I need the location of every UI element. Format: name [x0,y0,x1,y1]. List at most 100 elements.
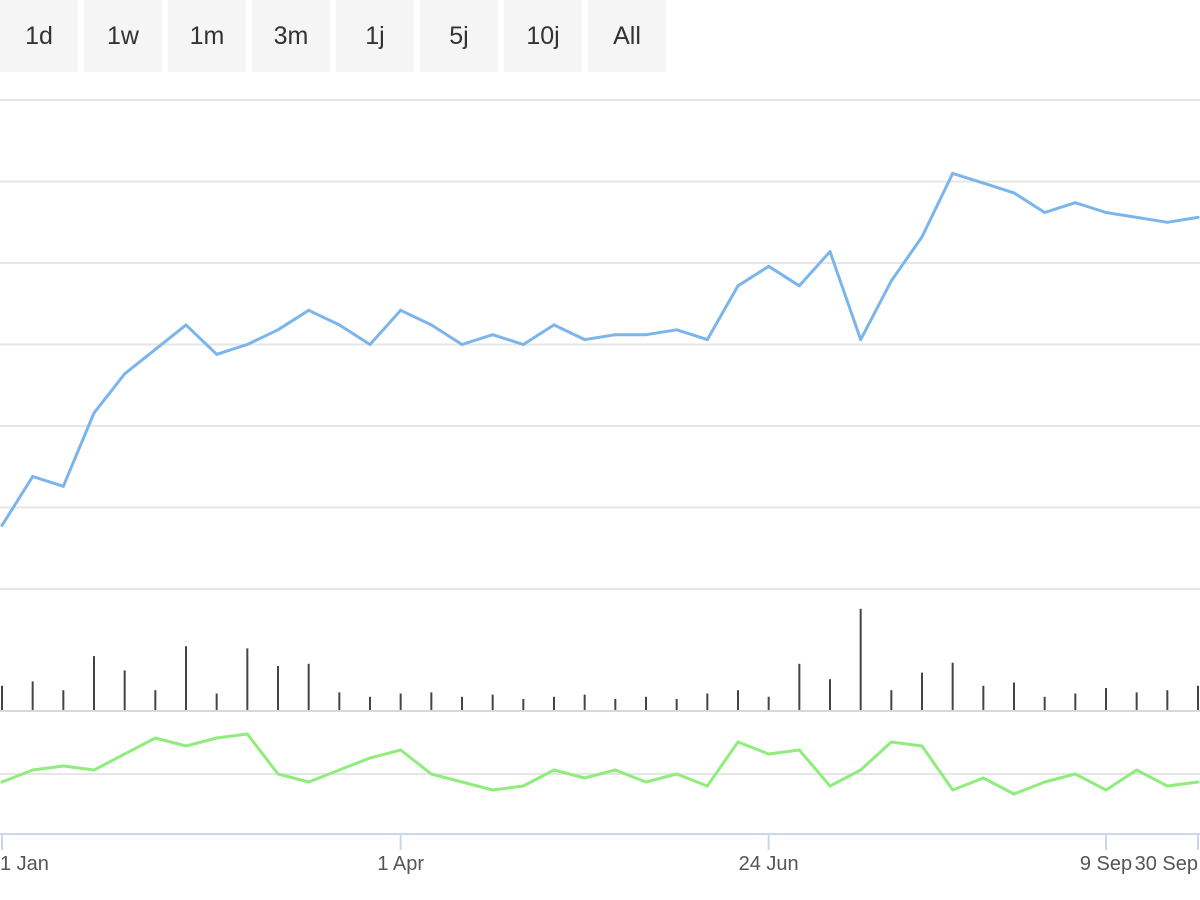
x-axis-ticks: 1 Jan 1 Apr 24 Jun 9 Sep 30 Sep [0,834,1199,875]
price-point [307,308,311,312]
indicator-point [215,736,219,740]
price-point [368,343,372,346]
price-point [736,284,740,288]
range-button-1m[interactable]: 1m [168,0,246,72]
indicator-point [307,780,311,784]
volume-bar [767,696,770,710]
volume-bar [338,692,341,710]
volume-bar [645,696,647,710]
volume-bar [307,663,310,710]
price-point [337,323,341,327]
volume-bar [154,690,157,710]
price-point [920,235,924,239]
price-point [399,308,403,312]
range-button-1d[interactable]: 1d [0,0,78,72]
price-point [1043,210,1047,214]
price-point [675,328,679,332]
indicator-point [276,772,280,776]
volume-bar [553,696,555,710]
price-point [767,264,771,268]
volume-bar [461,696,463,710]
price-series-points [0,171,1200,527]
indicator-point [736,740,740,744]
price-point [92,411,96,415]
price-point [215,352,219,356]
price-point [521,343,525,346]
indicator-series-points [0,732,1200,796]
price-point [31,475,35,479]
volume-bar [859,608,862,710]
indicator-point [1165,784,1169,788]
price-point [245,343,249,346]
price-point [552,323,556,327]
volume-bar [675,699,678,710]
price-point [0,523,4,527]
price-point [889,279,893,283]
price-point [613,333,617,337]
indicator-point [920,744,924,748]
range-button-all[interactable]: All [588,0,666,72]
volume-bar [369,696,371,710]
range-button-10j[interactable]: 10j [504,0,582,72]
indicator-point [337,768,341,772]
price-series-line[interactable] [0,171,1200,527]
volume-bar [1197,685,1199,710]
volume-bar [185,646,187,710]
price-point [276,328,280,332]
x-tick-label: 1 Apr [377,853,424,875]
volume-bar [491,694,494,710]
indicator-point [1012,792,1016,796]
volume-bar [215,693,218,710]
indicator-point [0,780,4,784]
indicator-point [184,744,188,748]
indicator-point [828,784,832,788]
price-point [1196,215,1200,219]
range-button-5j[interactable]: 5j [420,0,498,72]
volume-bar [829,679,831,710]
indicator-point [613,768,617,772]
price-point [1165,220,1169,224]
range-button-1j[interactable]: 1j [336,0,414,72]
x-tick-label: 1 Jan [0,853,49,875]
price-point [1135,215,1139,219]
price-point [705,338,709,342]
price-point [797,284,801,288]
price-point [61,484,65,488]
price-point [981,181,985,185]
volume-bar [1,685,3,710]
volume-bar [614,699,617,710]
volume-bar [798,663,801,710]
price-point [491,333,495,337]
indicator-point [583,776,587,780]
price-point [583,338,587,342]
indicator-point [1135,768,1139,772]
volume-bar [706,693,709,710]
indicator-series-line[interactable] [0,732,1200,796]
volume-bar [1013,682,1015,710]
price-point [184,323,188,327]
volume-bar [737,690,739,710]
indicator-point [460,780,464,784]
indicator-point [705,784,709,788]
range-button-1w[interactable]: 1w [84,0,162,72]
volume-bar [921,672,923,710]
volume-bar [1135,692,1138,710]
indicator-point [1043,780,1047,784]
price-point [1073,201,1077,205]
indicator-point [521,784,525,788]
indicator-point [859,768,863,772]
volume-series-bars [1,608,1199,710]
price-point [1012,191,1016,195]
price-point [859,338,863,342]
x-tick-label: 9 Sep [1080,853,1132,875]
price-point [828,250,832,254]
indicator-point [797,748,801,752]
indicator-point [675,772,679,776]
indicator-point [153,736,157,740]
price-point [123,372,127,376]
volume-bar [583,694,586,710]
range-button-3m[interactable]: 3m [252,0,330,72]
indicator-point [368,756,372,760]
indicator-point [491,788,495,792]
